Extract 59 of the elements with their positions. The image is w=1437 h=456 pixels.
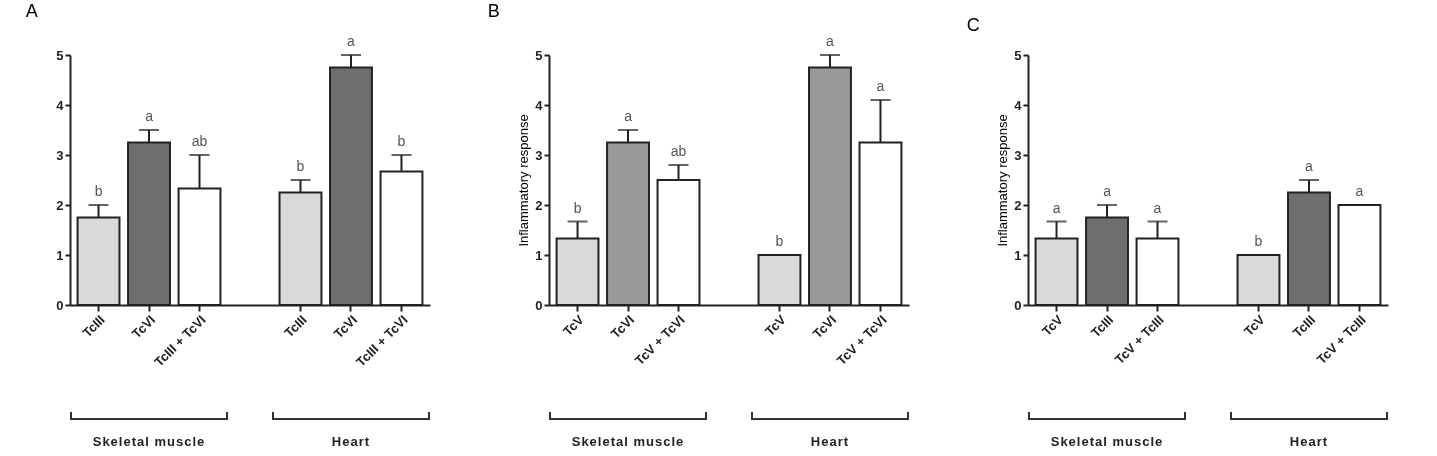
- y-tick-label: 3: [56, 147, 64, 163]
- text: Skeletal muscle: [1049, 434, 1165, 449]
- x-tick-label: TcVI: [607, 312, 638, 342]
- chart-title: A: [25, 1, 38, 21]
- annotation: a: [1052, 199, 1061, 216]
- x-tick-label: TcV: [761, 311, 789, 339]
- y-tick-label: 4: [56, 97, 65, 113]
- annotation: a: [1103, 183, 1112, 199]
- annotation: b: [573, 199, 582, 216]
- y-tick-label: 1: [535, 247, 543, 263]
- x-tick-label: TcIII: [1087, 312, 1117, 341]
- y-tick-label: 0: [1014, 297, 1022, 313]
- x-tick-label: TcV: [1038, 311, 1066, 339]
- annotation: a: [1305, 158, 1314, 174]
- text: a: [347, 33, 356, 49]
- text: a: [826, 33, 835, 49]
- y-tick-label: 2: [535, 197, 543, 213]
- text: Heart: [809, 434, 851, 449]
- x-tick-label: TcVI: [128, 312, 159, 342]
- annotation: b: [94, 183, 103, 199]
- y-tick-label: 2: [56, 197, 64, 213]
- x-tick-label: TcIII: [281, 312, 310, 341]
- y-tick-label: 0: [535, 297, 543, 313]
- annotation: ab: [670, 143, 687, 159]
- y-tick-label: 3: [1014, 147, 1022, 163]
- y-axis-title: Inflammatory response: [995, 114, 1011, 247]
- annotation: a: [876, 78, 885, 94]
- annotation: ab: [191, 133, 208, 149]
- text: Heart: [330, 434, 372, 449]
- text: Skeletal muscle: [91, 434, 207, 449]
- annotation: a: [624, 108, 633, 124]
- x-tick-label: TcVI: [330, 312, 361, 342]
- text: Heart: [1288, 434, 1330, 449]
- y-tick-label: 5: [56, 47, 64, 63]
- x-tick-label: TcV: [559, 311, 587, 339]
- y-axis-title: Inflammatory response: [516, 114, 532, 247]
- x-tick-label: TcIII: [79, 312, 108, 341]
- y-tick-label: 4: [1014, 97, 1023, 113]
- text: Skeletal muscle: [570, 434, 686, 449]
- annotation: b: [397, 133, 406, 149]
- x-tick-label: TcIII: [1289, 312, 1319, 341]
- y-tick-label: 0: [56, 297, 64, 313]
- y-tick-label: 4: [535, 97, 544, 113]
- annotation: a: [145, 108, 154, 124]
- y-tick-label: 3: [535, 147, 543, 163]
- y-tick-label: 1: [1014, 247, 1022, 263]
- y-tick-label: 1: [56, 247, 64, 263]
- annotation: a: [1355, 183, 1364, 199]
- annotation: b: [1254, 233, 1263, 249]
- y-tick-label: 5: [1014, 47, 1022, 63]
- y-tick-label: 5: [535, 47, 543, 63]
- x-tick-label: TcV: [1240, 311, 1268, 339]
- annotation: b: [296, 158, 305, 174]
- x-tick-label: TcVI: [809, 312, 840, 342]
- annotation: a: [1153, 199, 1162, 216]
- chart-title: C: [966, 15, 980, 35]
- y-tick-label: 2: [1014, 197, 1022, 213]
- chart-title: B: [487, 1, 500, 21]
- annotation: b: [775, 233, 784, 249]
